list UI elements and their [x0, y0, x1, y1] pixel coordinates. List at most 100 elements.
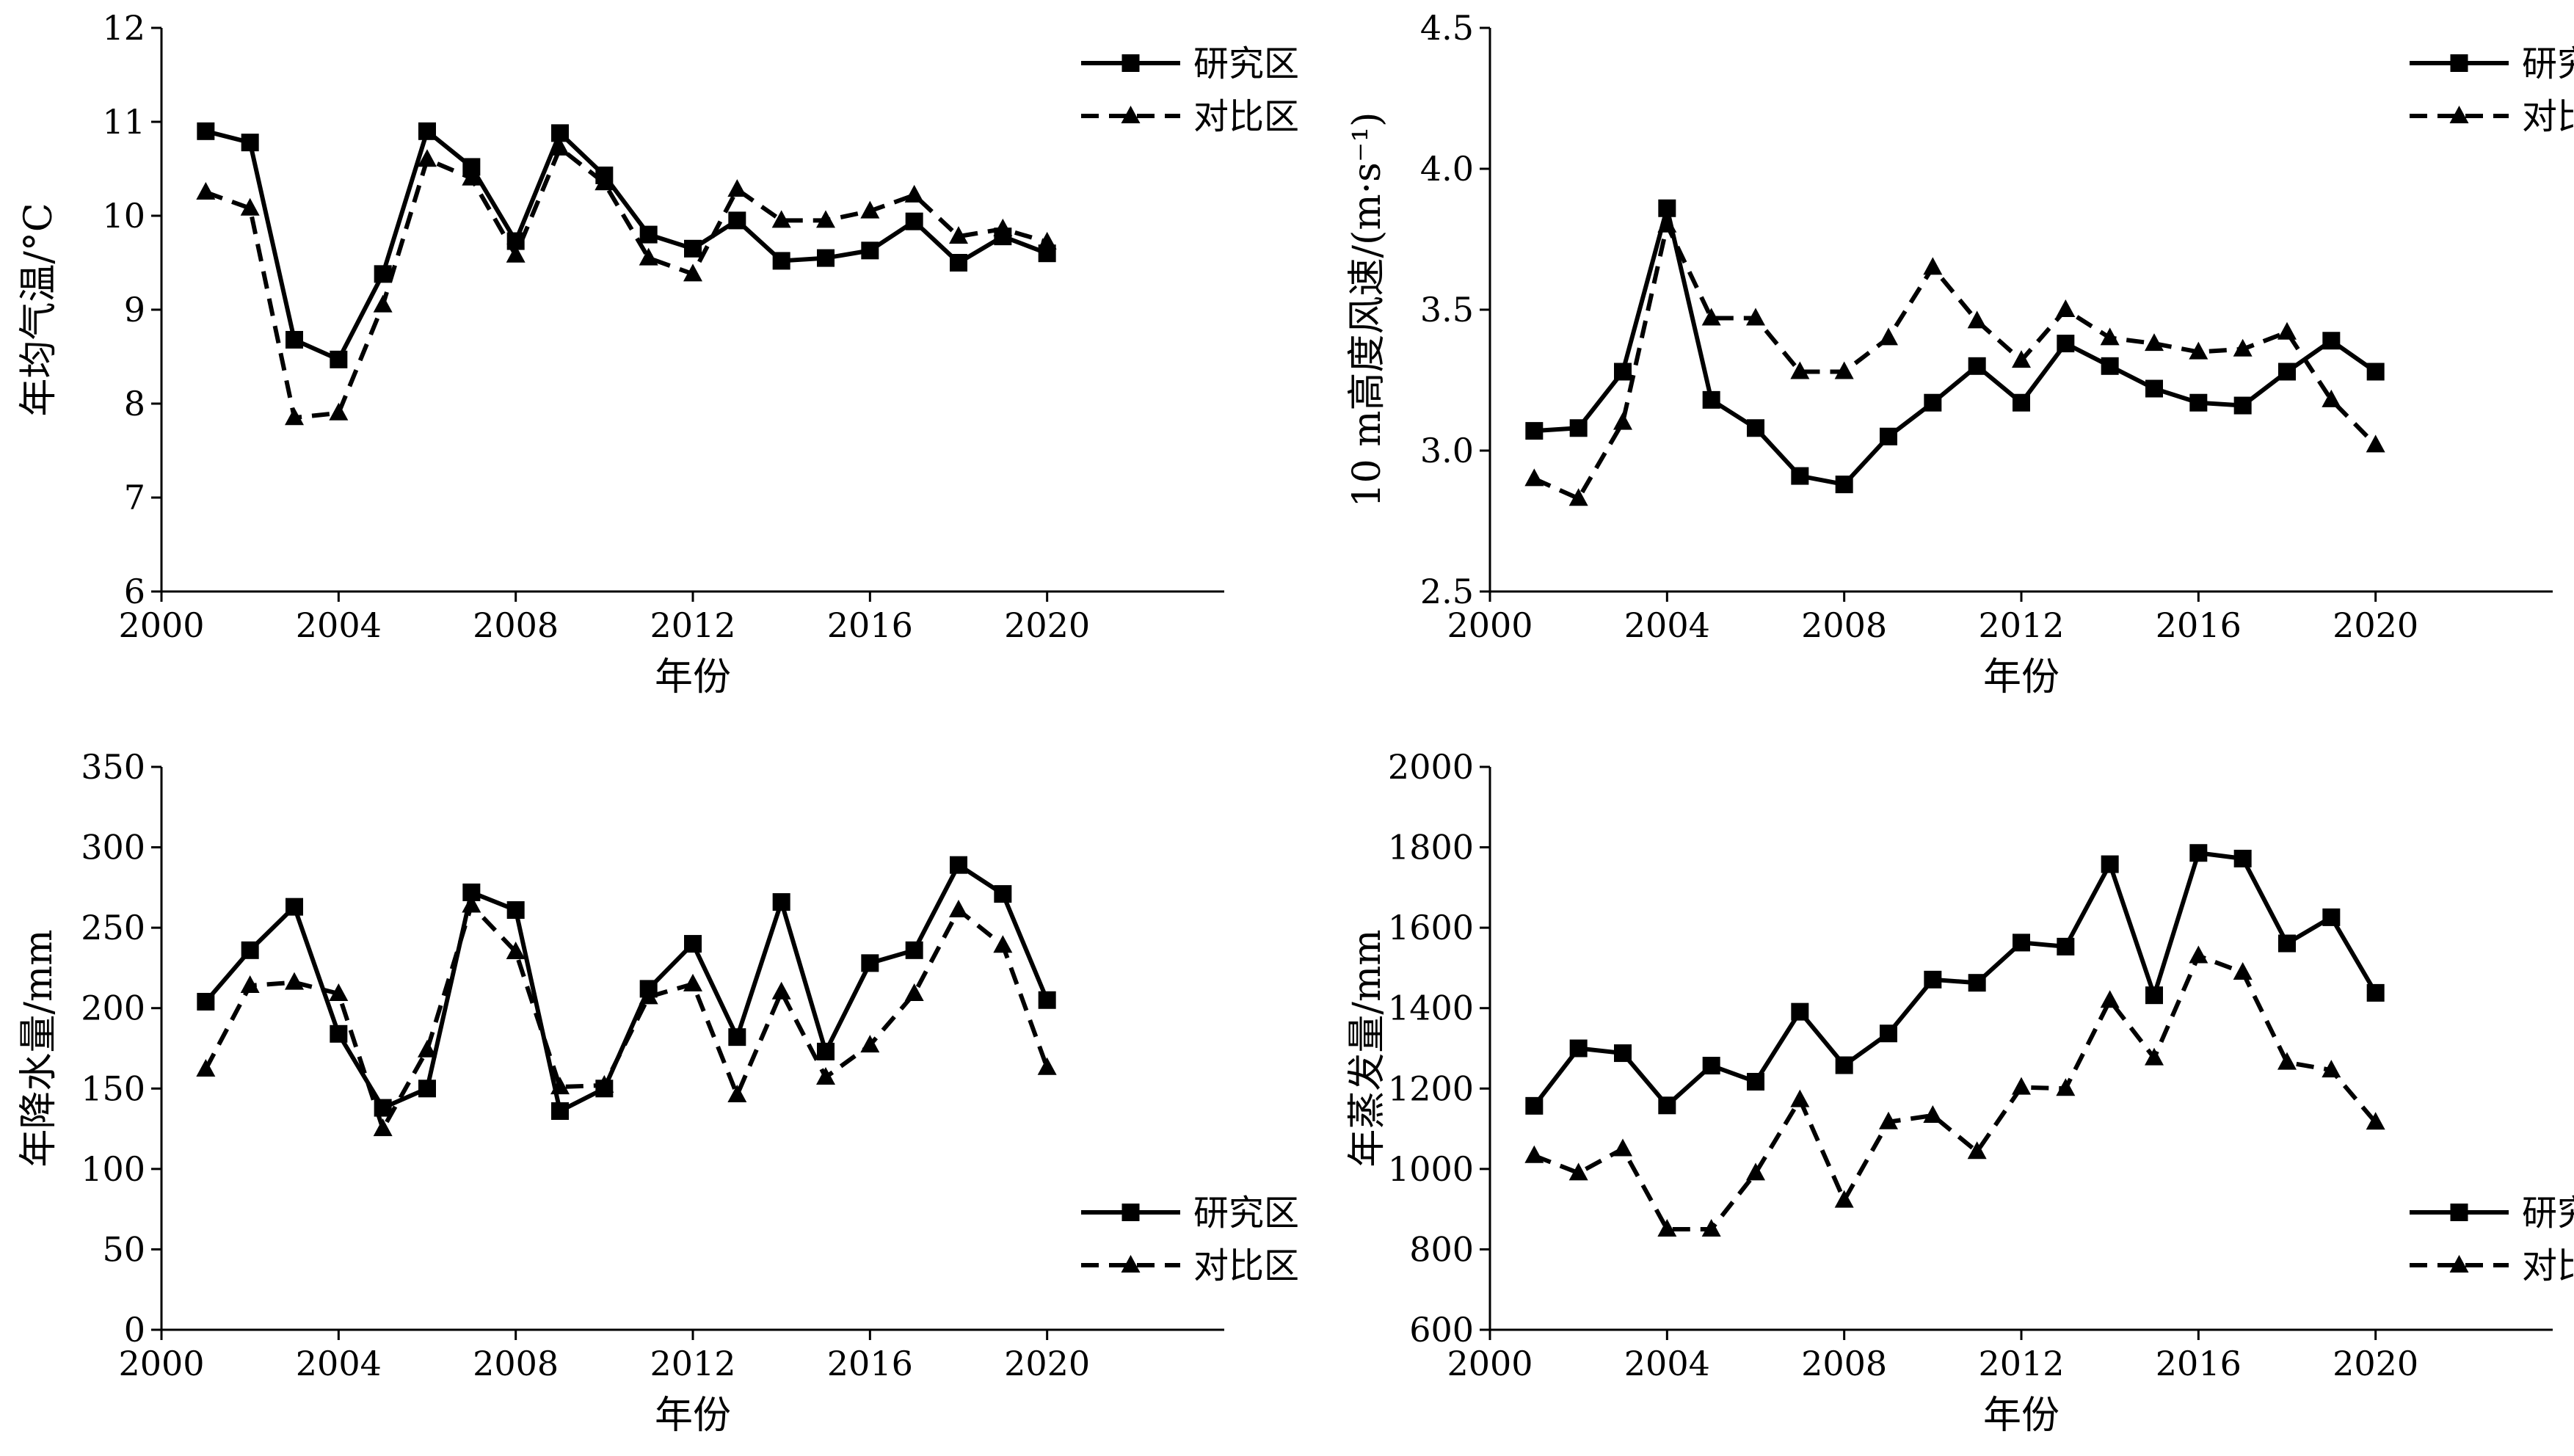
data-point [506, 901, 525, 920]
data-point [683, 973, 702, 991]
y-tick-label: 100 [81, 1149, 145, 1189]
data-point [286, 330, 303, 349]
data-point [2322, 389, 2341, 407]
data-point [994, 885, 1012, 903]
legend-marker [1121, 54, 1140, 72]
data-point [1569, 419, 1588, 437]
data-point [772, 252, 790, 270]
data-point [373, 294, 393, 313]
data-point [860, 200, 880, 219]
y-axis-label: 10 m高度风速/(m·s⁻¹) [1345, 112, 1389, 508]
y-tick-label: 250 [81, 908, 145, 947]
data-point [639, 247, 658, 266]
data-point [1880, 1024, 1897, 1043]
data-point [1613, 412, 1632, 430]
data-point [2233, 338, 2253, 357]
data-point [1701, 307, 1721, 326]
x-tick-label: 2020 [2333, 605, 2418, 645]
data-point [1524, 1145, 1544, 1163]
data-point [1568, 1162, 1588, 1181]
y-tick-label: 3.5 [1420, 290, 1474, 330]
data-point [639, 225, 658, 244]
data-point [1701, 1219, 1721, 1237]
data-point [728, 211, 746, 230]
series-line-2 [1533, 222, 2377, 501]
data-point [506, 244, 526, 263]
data-point [1037, 1057, 1057, 1075]
y-tick-label: 800 [1409, 1229, 1474, 1269]
x-axis-label: 年份 [1983, 655, 2059, 699]
data-point [816, 210, 835, 228]
data-point [550, 137, 570, 156]
data-point [2233, 396, 2252, 415]
data-point [286, 898, 303, 916]
y-tick-label: 200 [81, 989, 145, 1028]
data-point [1791, 467, 1809, 485]
y-tick-label: 600 [1409, 1310, 1474, 1350]
data-point [2145, 333, 2164, 352]
data-point [2012, 350, 2031, 368]
x-tick-label: 2020 [2333, 1344, 2418, 1383]
legend-label: 研究区 [1193, 1193, 1299, 1234]
x-tick-label: 2008 [473, 1344, 559, 1383]
data-point [2056, 1078, 2076, 1096]
y-tick-label: 2.5 [1420, 572, 1474, 611]
data-point [2013, 393, 2030, 412]
data-point [241, 941, 259, 959]
data-point [2322, 1060, 2341, 1078]
y-tick-label: 4.5 [1420, 8, 1474, 48]
data-point [2189, 393, 2208, 412]
data-point [1658, 1096, 1676, 1115]
legend-marker [2449, 1255, 2469, 1273]
x-tick-label: 2016 [2156, 605, 2242, 645]
data-point [2366, 434, 2385, 453]
data-point [2366, 983, 2385, 1002]
data-point [285, 972, 304, 990]
y-tick-label: 12 [102, 8, 145, 48]
data-point [196, 182, 216, 200]
x-tick-label: 2016 [827, 605, 913, 645]
y-tick-label: 11 [102, 102, 145, 142]
data-point [1879, 327, 1898, 346]
data-point [1968, 357, 1986, 375]
data-point [639, 986, 658, 1005]
y-tick-label: 1400 [1388, 989, 1474, 1028]
y-tick-label: 1800 [1388, 828, 1474, 867]
data-point [684, 239, 702, 258]
data-point [2100, 990, 2120, 1008]
data-point [1746, 1162, 1765, 1181]
series-line-2 [203, 903, 1050, 1132]
x-tick-label: 2012 [650, 1344, 735, 1383]
data-point [861, 954, 879, 972]
y-axis-label: 年均气温/°C [17, 203, 61, 416]
y-tick-label: 350 [81, 747, 145, 787]
data-point [771, 981, 791, 1000]
y-tick-label: 1000 [1388, 1149, 1474, 1189]
data-point [595, 1074, 614, 1093]
data-point [817, 1042, 835, 1060]
data-point [1038, 991, 1056, 1009]
data-point [1657, 1219, 1677, 1237]
data-point [373, 1118, 393, 1137]
y-tick-label: 300 [81, 828, 145, 867]
x-tick-label: 2004 [296, 605, 382, 645]
chart-panel-1: 6 7 8 9 10 11 12 2000 2004 2008 2012 2016 2020 年份 年均气温… [17, 8, 1299, 699]
data-point [1790, 361, 1810, 379]
data-point [1037, 231, 1057, 250]
data-point [1658, 199, 1676, 217]
chart-panel-4: 600 800 1000 1200 1400 1600 1800 2000 2000 2004 20… [1345, 747, 2574, 1438]
data-point [1702, 1057, 1720, 1075]
data-point [462, 895, 481, 913]
x-tick-label: 2020 [1004, 605, 1090, 645]
data-point [329, 402, 349, 421]
data-point [2366, 363, 2385, 381]
y-tick-label: 2000 [1388, 747, 1474, 787]
data-point [1657, 214, 1677, 233]
data-point [727, 179, 747, 197]
x-tick-label: 2020 [1004, 1344, 1090, 1383]
y-tick-label: 0 [124, 1310, 145, 1350]
x-axis-label: 年份 [655, 655, 731, 699]
x-tick-label: 2004 [1624, 1344, 1710, 1383]
y-tick-label: 9 [124, 290, 145, 330]
